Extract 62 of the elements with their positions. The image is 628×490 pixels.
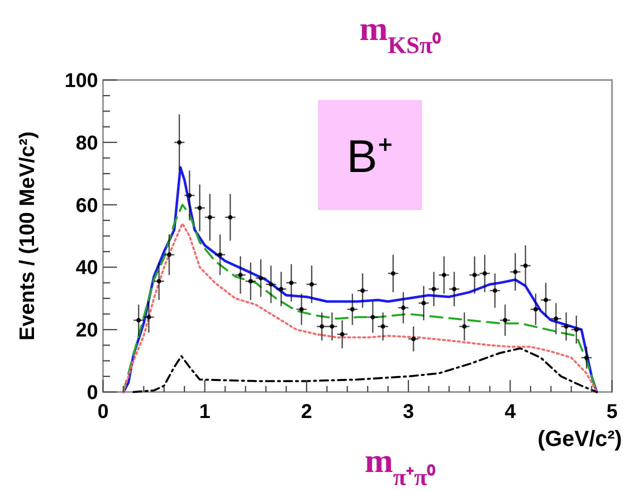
point <box>177 140 182 145</box>
point <box>289 280 294 285</box>
point <box>421 300 426 306</box>
point <box>502 318 508 322</box>
x-tick-label: 5 <box>606 401 618 423</box>
point <box>208 215 212 220</box>
point <box>390 271 396 276</box>
point <box>432 286 436 292</box>
point <box>278 286 284 292</box>
point <box>360 288 365 293</box>
point <box>564 324 568 329</box>
point <box>574 327 579 332</box>
point <box>544 298 548 302</box>
point <box>187 193 192 198</box>
point <box>380 324 386 329</box>
point <box>340 332 344 336</box>
point <box>492 288 498 293</box>
text: m$_{π⁺π⁰}$ <box>364 443 436 490</box>
y-axis-title: Events / (100 MeV/c²) <box>16 132 39 340</box>
point <box>513 270 518 274</box>
point <box>146 314 152 320</box>
y-tick-label: 100 <box>64 70 98 92</box>
point <box>166 252 172 257</box>
point <box>218 252 222 257</box>
x-tick-label: 4 <box>504 401 517 423</box>
point <box>258 276 263 280</box>
point <box>401 306 406 310</box>
point <box>228 215 232 220</box>
point <box>198 206 202 210</box>
point <box>309 282 314 287</box>
point <box>411 336 416 342</box>
point <box>452 286 456 292</box>
y-tick-label: 80 <box>76 132 98 154</box>
point <box>350 307 355 312</box>
point <box>472 272 477 278</box>
point <box>248 279 253 284</box>
y-tick-label: 40 <box>76 257 98 280</box>
point <box>523 263 528 268</box>
point <box>533 307 538 312</box>
x-tick-label: 2 <box>301 401 312 423</box>
point <box>482 271 487 276</box>
chart-title: m$_{KSπ⁰}$ <box>359 11 442 59</box>
x-tick-label: 1 <box>199 401 210 423</box>
y-tick-label: 0 <box>86 382 98 404</box>
point <box>330 324 334 329</box>
annotation: B⁺ <box>346 130 394 182</box>
x-tick-label: 3 <box>402 401 414 423</box>
x-axis-title: (GeV/c²) <box>538 426 622 451</box>
point <box>320 324 324 329</box>
point <box>136 318 141 322</box>
point <box>238 272 243 278</box>
point <box>584 355 589 360</box>
point <box>299 307 304 312</box>
point <box>268 282 274 287</box>
point <box>554 316 558 321</box>
line-series <box>132 347 598 393</box>
point <box>442 272 446 278</box>
point <box>370 314 375 320</box>
point <box>156 279 162 284</box>
y-tick-label: 20 <box>76 320 98 342</box>
y-tick-label: 60 <box>76 194 98 217</box>
point <box>462 324 467 329</box>
